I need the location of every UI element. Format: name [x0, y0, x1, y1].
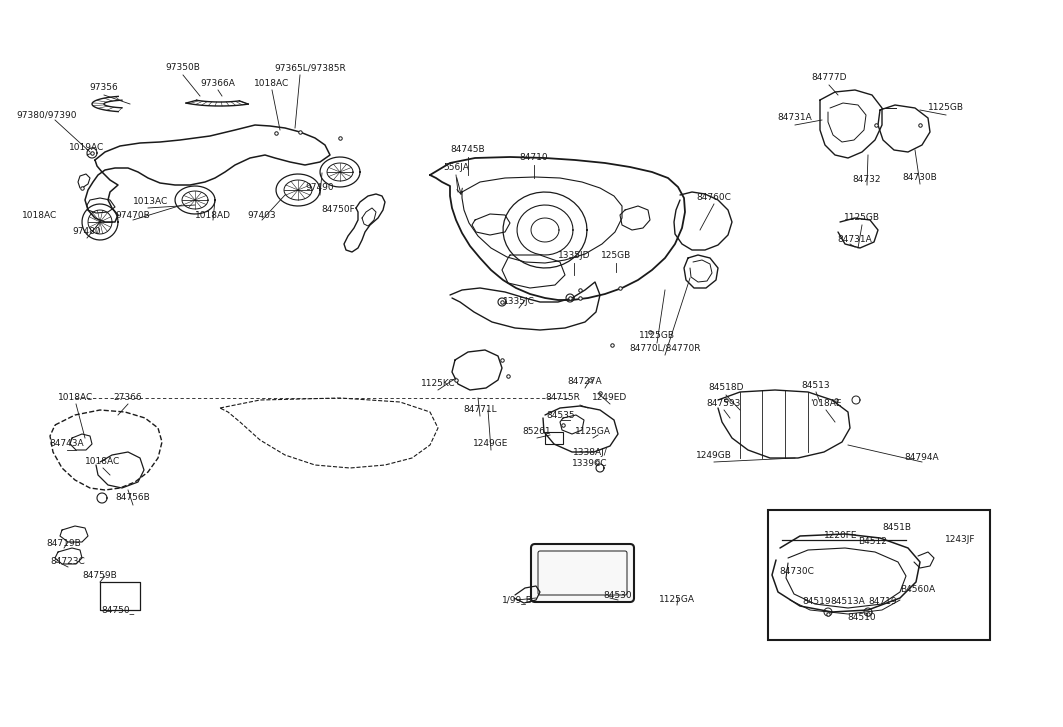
Text: 84719B: 84719B	[47, 539, 82, 547]
Text: 84530: 84530	[604, 590, 632, 600]
Text: 1249ED: 1249ED	[592, 393, 627, 403]
Text: 97490: 97490	[306, 183, 334, 193]
Text: B4560A: B4560A	[900, 585, 935, 593]
Text: 84743A: 84743A	[50, 438, 84, 448]
Text: 84731A: 84731A	[778, 113, 812, 123]
Text: 84723C: 84723C	[51, 556, 85, 566]
Text: 125GB: 125GB	[601, 252, 631, 260]
Text: 84518D: 84518D	[708, 384, 744, 393]
Text: 27366: 27366	[114, 393, 142, 403]
Text: 1243JF: 1243JF	[945, 536, 975, 545]
Text: 1018AC: 1018AC	[58, 393, 94, 403]
Text: 84730B: 84730B	[902, 172, 938, 182]
Text: 84794A: 84794A	[905, 452, 940, 462]
Text: 84759B: 84759B	[83, 571, 117, 580]
Text: 1019AC: 1019AC	[69, 143, 104, 153]
Text: 84719: 84719	[868, 596, 897, 606]
Text: '018AE: '018AE	[810, 398, 842, 408]
Text: 84777D: 84777D	[811, 73, 847, 82]
Text: 97365L/97385R: 97365L/97385R	[274, 63, 345, 73]
Text: 84750F: 84750F	[321, 206, 355, 214]
Text: B4512: B4512	[859, 537, 888, 547]
Text: 84730C: 84730C	[779, 568, 814, 577]
Text: 1220FE: 1220FE	[824, 531, 858, 540]
Text: 84745B: 84745B	[451, 145, 486, 155]
Text: 1/99_B: 1/99_B	[502, 595, 533, 604]
Text: 556JA: 556JA	[443, 164, 469, 172]
Text: 84770L/84770R: 84770L/84770R	[629, 343, 701, 353]
Text: 84731A: 84731A	[838, 236, 873, 244]
Text: 97350B: 97350B	[166, 63, 201, 73]
Text: 97470B: 97470B	[116, 211, 150, 220]
Text: 84732: 84732	[853, 175, 881, 185]
Text: 1125GB: 1125GB	[928, 103, 964, 113]
Text: 84760C: 84760C	[696, 193, 731, 201]
Text: 97356: 97356	[89, 84, 118, 92]
Text: 847593: 847593	[707, 398, 741, 408]
Text: 97380/97390: 97380/97390	[17, 111, 78, 119]
Text: 84519: 84519	[803, 596, 831, 606]
Text: 1018AC: 1018AC	[254, 79, 289, 87]
Text: 97480: 97480	[72, 228, 101, 236]
Text: 1013AC: 1013AC	[133, 198, 169, 206]
Text: 84535: 84535	[546, 411, 575, 419]
Text: 84750_: 84750_	[101, 606, 135, 614]
Text: 1335JC: 1335JC	[503, 297, 535, 307]
Text: 84715R: 84715R	[545, 393, 580, 403]
Text: 84727A: 84727A	[568, 377, 603, 387]
Text: 85261: 85261	[523, 427, 552, 436]
Text: 1018AC: 1018AC	[85, 457, 120, 467]
Text: 1338AJ/
1339CC: 1338AJ/ 1339CC	[572, 449, 608, 467]
Text: 1125KC: 1125KC	[421, 379, 455, 387]
Text: 97366A: 97366A	[201, 79, 235, 87]
Text: 1018AD: 1018AD	[195, 211, 231, 220]
Text: 97403: 97403	[248, 211, 276, 220]
Text: 84756B: 84756B	[116, 494, 150, 502]
Text: 1125GA: 1125GA	[575, 427, 611, 436]
Text: 84513: 84513	[802, 380, 830, 390]
Text: 1249GE: 1249GE	[473, 438, 509, 448]
Text: 1125GB: 1125GB	[844, 214, 880, 222]
Text: 84510: 84510	[847, 614, 876, 622]
Text: 1125GB: 1125GB	[639, 332, 675, 340]
Text: 84513A: 84513A	[830, 596, 865, 606]
Text: 1335JD: 1335JD	[558, 252, 590, 260]
Text: 1249GB: 1249GB	[696, 451, 732, 459]
Text: 84771L: 84771L	[463, 406, 496, 414]
Text: 8451B: 8451B	[882, 523, 911, 532]
Bar	[545, 432, 563, 444]
Text: 1125GA: 1125GA	[659, 595, 695, 604]
Text: 1018AC: 1018AC	[22, 211, 57, 220]
FancyBboxPatch shape	[532, 544, 634, 602]
Text: 84710: 84710	[520, 153, 549, 163]
Bar	[767, 510, 990, 640]
